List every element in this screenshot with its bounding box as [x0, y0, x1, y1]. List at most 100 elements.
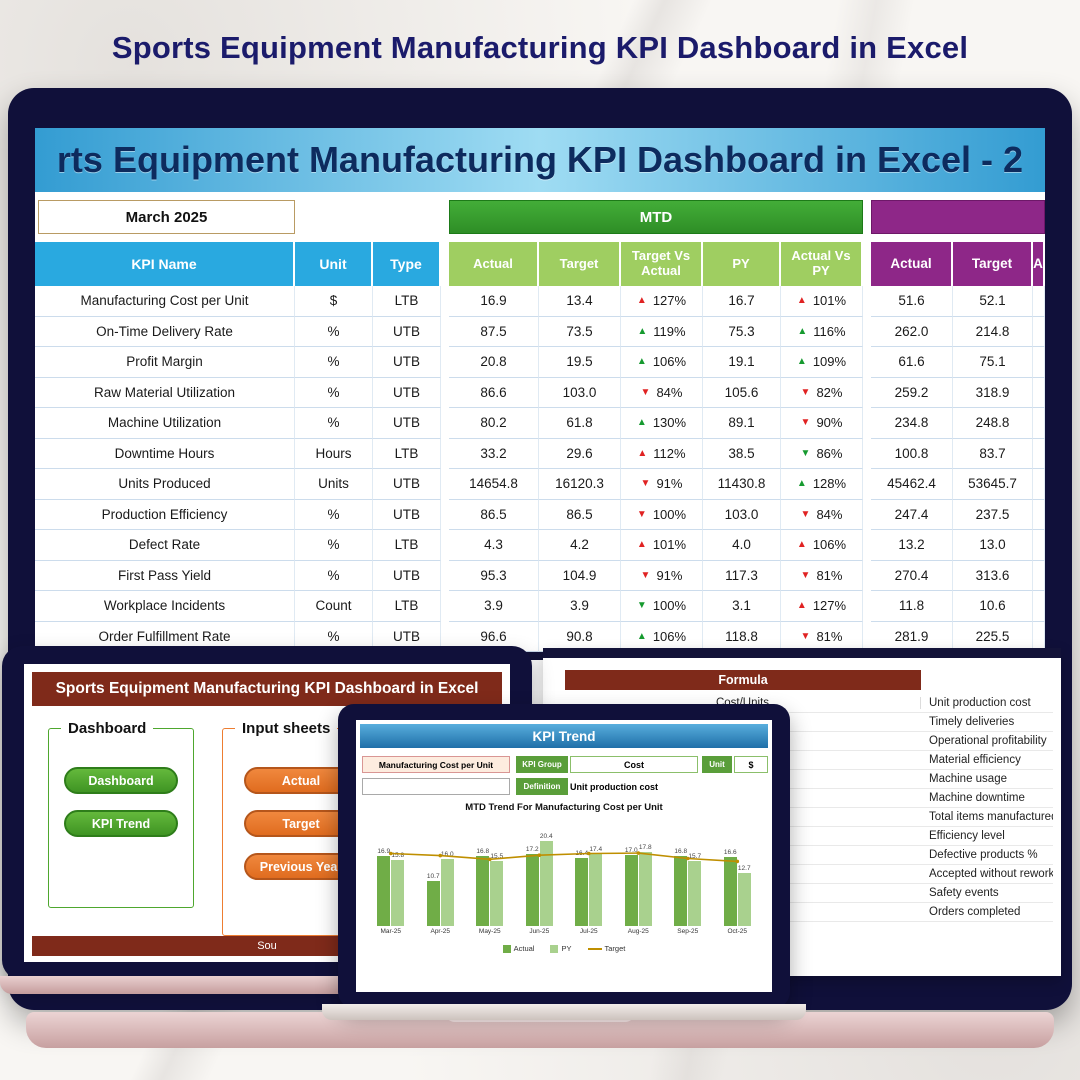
kpi-trend-button[interactable]: KPI Trend [64, 810, 178, 837]
mtd-actual-cell: 20.8 [449, 347, 539, 378]
chart-group: 17.0 17.8 Aug-25 [614, 816, 664, 935]
ytd-target-cell: 83.7 [953, 438, 1033, 469]
mtd-target-cell: 103.0 [539, 377, 621, 408]
py-cell: 117.3 [703, 560, 781, 591]
py-bar [688, 860, 702, 926]
variance-percent: 91% [656, 567, 683, 583]
variance-percent: 81% [816, 567, 843, 583]
kpi-name-cell: First Pass Yield [35, 560, 295, 591]
actual-bar [575, 857, 589, 926]
bar-value-label: 17.2 [525, 846, 539, 854]
cut-cell [1033, 591, 1045, 622]
col-header-py: PY [703, 242, 781, 286]
row-spacer [441, 347, 449, 378]
row-spacer [441, 621, 449, 652]
kpi-row: Manufacturing Cost per Unit $ LTB 16.9 13.4 ▲… [35, 286, 1045, 317]
formula-row: Timely deliveries [565, 713, 1053, 732]
py-cell: 89.1 [703, 408, 781, 439]
chart-group: 16.8 15.5 May-25 [465, 816, 515, 935]
formula-row: Operational profitability [565, 732, 1053, 751]
dashboard-banner-text: rts Equipment Manufacturing KPI Dashboar… [56, 139, 1024, 180]
row-spacer [863, 347, 871, 378]
row-spacer [863, 560, 871, 591]
actual-vs-py-cell: ▲ 128% [781, 469, 863, 500]
dashboard-bottom-strip [35, 652, 1045, 660]
kpi-name-cell: Defect Rate [35, 530, 295, 561]
positive-up-triangle-icon: ▲ [796, 478, 807, 490]
negative-up-triangle-icon: ▲ [637, 447, 648, 459]
mtd-target-cell: 29.6 [539, 438, 621, 469]
mtd-actual-cell: 3.9 [449, 591, 539, 622]
legend-target-label: Target [604, 944, 626, 953]
kpi-selector[interactable]: Manufacturing Cost per Unit [362, 756, 510, 773]
variance-percent: 84% [656, 384, 683, 400]
mtd-actual-cell: 33.2 [449, 438, 539, 469]
bar-value-label: 16.6 [723, 848, 737, 856]
type-cell: LTB [373, 530, 441, 561]
py-cell: 11430.8 [703, 469, 781, 500]
cut-cell [1033, 347, 1045, 378]
trend-plot: 16.9 15.8 Mar-25 10.7 16.0 Apr-25 16.8 15.5 May-… [366, 816, 762, 935]
kpi-group-label: KPI Group [516, 756, 568, 773]
target-vs-actual-cell: ▼ 84% [621, 377, 703, 408]
negative-down-triangle-icon: ▼ [636, 508, 647, 520]
chart-group: 17.2 20.4 Jun-25 [515, 816, 565, 935]
type-cell: LTB [373, 438, 441, 469]
formula-row: Total items manufactured [565, 808, 1053, 827]
positive-up-triangle-icon: ▲ [637, 325, 648, 337]
variance-percent: 86% [816, 445, 843, 461]
py-cell: 3.1 [703, 591, 781, 622]
py-bar [638, 851, 652, 926]
col-header-mtd-target: Target [539, 242, 621, 286]
legend-py-label: PY [561, 944, 572, 953]
row-spacer [863, 530, 871, 561]
chart-group: 16.8 15.7 Sep-25 [663, 816, 713, 935]
mtd-target-cell: 16120.3 [539, 469, 621, 500]
row-spacer [863, 438, 871, 469]
month-selector[interactable]: March 2025 [38, 200, 295, 234]
actual-bar [476, 856, 490, 926]
py-cell: 38.5 [703, 438, 781, 469]
variance-percent: 130% [652, 415, 687, 431]
variance-percent: 90% [816, 415, 843, 431]
dashboard-button[interactable]: Dashboard [64, 767, 178, 794]
ytd-target-cell: 313.6 [953, 560, 1033, 591]
ytd-actual-cell: 234.8 [871, 408, 953, 439]
variance-percent: 127% [652, 293, 687, 309]
description-cell: Safety events [929, 887, 999, 899]
dashboard-section-label: Dashboard [68, 720, 147, 737]
cut-cell [1033, 377, 1045, 408]
kpi-selector-empty-box[interactable] [362, 778, 510, 795]
unit-cell: % [295, 408, 373, 439]
bar-value-label: 15.7 [688, 852, 702, 860]
row-spacer [863, 377, 871, 408]
kpi-name-cell: Workplace Incidents [35, 591, 295, 622]
kpi-row: Units Produced Units UTB 14654.8 16120.3 ▼ 91%… [35, 469, 1045, 500]
row-spacer [441, 591, 449, 622]
formula-row: Orders completed [565, 903, 1053, 922]
variance-percent: 106% [812, 537, 847, 553]
unit-value: $ [734, 756, 768, 773]
formula-row: Accepted without rework [565, 865, 1053, 884]
cut-cell [1033, 408, 1045, 439]
actual-vs-py-cell: ▼ 84% [781, 499, 863, 530]
type-cell: LTB [373, 591, 441, 622]
kpi-name-cell: Profit Margin [35, 347, 295, 378]
col-header-ytd-target: Target [953, 242, 1033, 286]
col-header-actual-vs-py: Actual Vs PY [781, 242, 863, 286]
positive-up-triangle-icon: ▲ [636, 417, 647, 429]
negative-down-triangle-icon: ▼ [640, 569, 651, 581]
negative-down-triangle-icon: ▼ [640, 478, 651, 490]
ytd-target-cell: 237.5 [953, 499, 1033, 530]
negative-down-triangle-icon: ▼ [800, 569, 811, 581]
actual-vs-py-cell: ▼ 86% [781, 438, 863, 469]
target-vs-actual-cell: ▼ 91% [621, 560, 703, 591]
kpi-name-cell: Units Produced [35, 469, 295, 500]
ytd-target-cell: 318.9 [953, 377, 1033, 408]
bar-value-label: 16.8 [674, 848, 688, 855]
unit-cell: Hours [295, 438, 373, 469]
chart-group: 16.4 17.4 Jul-25 [564, 816, 614, 935]
ytd-actual-cell: 100.8 [871, 438, 953, 469]
kpi-row: Production Efficiency% UTB 86.5 86.5 ▼ 100% 10… [35, 499, 1045, 530]
description-cell: Timely deliveries [929, 716, 1015, 728]
